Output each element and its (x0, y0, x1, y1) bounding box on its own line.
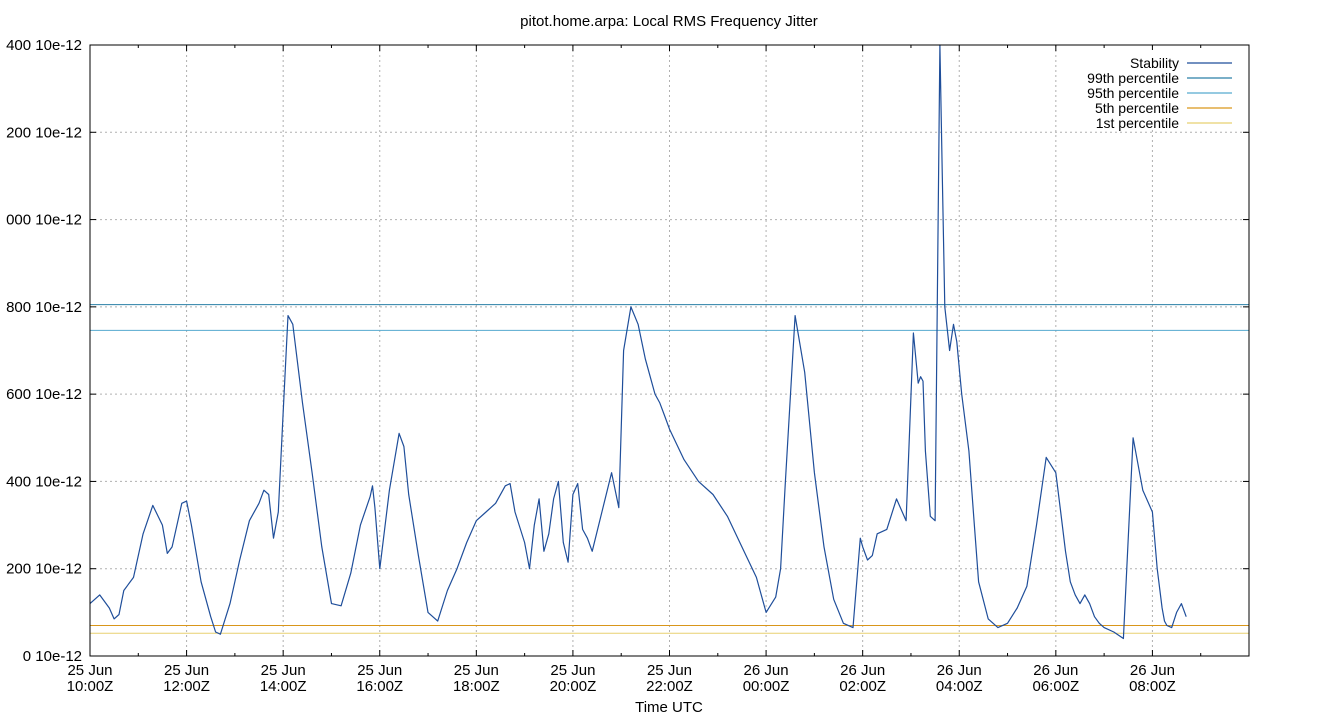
y-axis-ticks: 0 10e-12 200 10e-12 400 10e-12 600 10e-12 80… (6, 37, 1249, 665)
x-tick-date-label: 25 Jun (550, 662, 595, 679)
legend-label: 1st percentile (1096, 115, 1179, 131)
x-tick-date-label: 25 Jun (164, 662, 209, 679)
x-tick-date-label: 25 Jun (647, 662, 692, 679)
y-tick-label: 400 10e-12 (6, 473, 82, 490)
y-tick-label: 600 10e-12 (6, 386, 82, 403)
y-tick-label: 400 10e-12 (6, 37, 82, 54)
series-layer (89, 44, 1187, 640)
legend-label: 5th percentile (1095, 100, 1179, 116)
x-tick-date-label: 26 Jun (1033, 662, 1078, 679)
x-tick-date-label: 25 Jun (261, 662, 306, 679)
y-tick-label: 0 10e-12 (23, 648, 82, 665)
x-tick-date-label: 25 Jun (357, 662, 402, 679)
percentile-lines (90, 304, 1249, 634)
series-line-stability (89, 44, 1187, 640)
y-tick-label: 000 10e-12 (6, 212, 82, 229)
x-tick-date-label: 26 Jun (1130, 662, 1175, 679)
x-tick-time-label: 18:00Z (453, 678, 500, 695)
x-tick-time-label: 12:00Z (163, 678, 210, 695)
x-tick-time-label: 20:00Z (550, 678, 597, 695)
x-tick-date-label: 26 Jun (744, 662, 789, 679)
x-tick-time-label: 06:00Z (1032, 678, 1079, 695)
plot-frame (89, 44, 1250, 657)
x-tick-time-label: 22:00Z (646, 678, 693, 695)
legend-label: 99th percentile (1087, 70, 1179, 86)
x-tick-time-label: 08:00Z (1129, 678, 1176, 695)
y-tick-label: 200 10e-12 (6, 124, 82, 141)
y-tick-label: 800 10e-12 (6, 299, 82, 316)
x-tick-time-label: 16:00Z (356, 678, 403, 695)
x-tick-date-label: 26 Jun (937, 662, 982, 679)
chart-title: pitot.home.arpa: Local RMS Frequency Jit… (520, 13, 818, 30)
x-tick-time-label: 14:00Z (260, 678, 307, 695)
y-tick-label: 200 10e-12 (6, 561, 82, 578)
x-tick-time-label: 10:00Z (67, 678, 114, 695)
x-tick-date-label: 26 Jun (840, 662, 885, 679)
x-tick-time-label: 02:00Z (839, 678, 886, 695)
grid-lines (90, 45, 1249, 656)
x-tick-time-label: 00:00Z (743, 678, 790, 695)
x-tick-date-label: 25 Jun (67, 662, 112, 679)
legend-label: Stability (1130, 55, 1179, 71)
x-tick-date-label: 25 Jun (454, 662, 499, 679)
x-tick-time-label: 04:00Z (936, 678, 983, 695)
x-axis-label: Time UTC (635, 699, 703, 716)
legend-label: 95th percentile (1087, 85, 1179, 101)
